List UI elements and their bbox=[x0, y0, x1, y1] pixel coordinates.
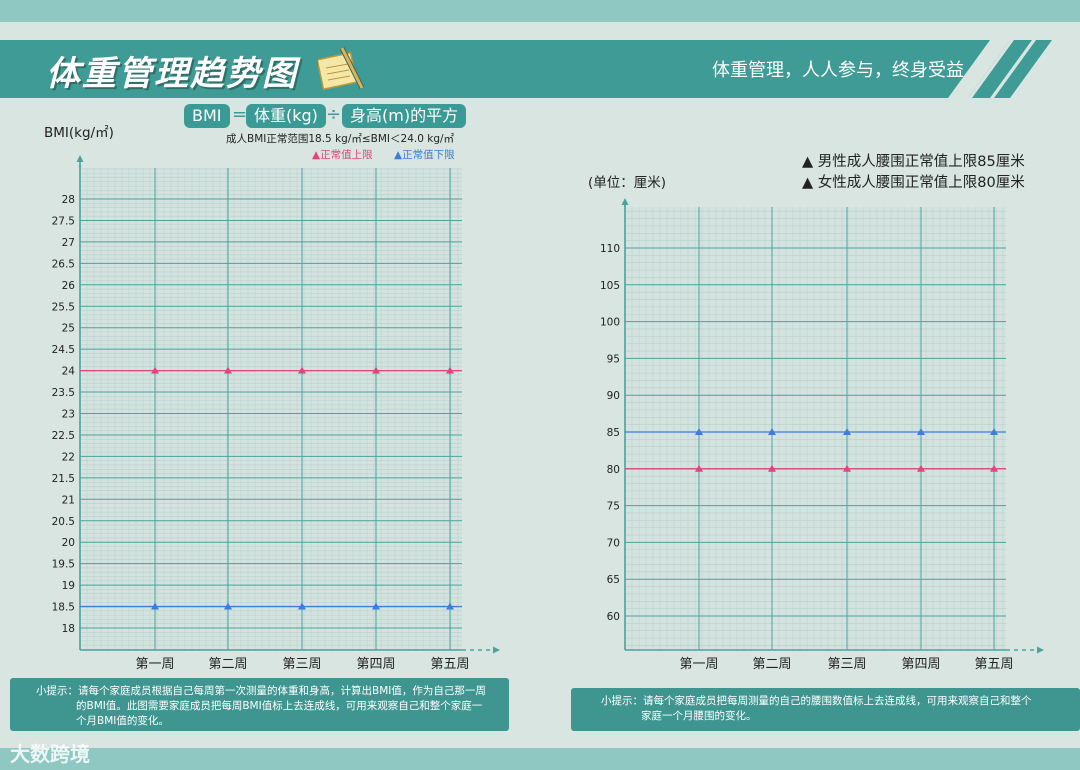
chart1-ytick-label: 19 bbox=[62, 580, 75, 592]
chart1-series-point-1 bbox=[298, 602, 306, 610]
formula-equals: = bbox=[232, 104, 248, 125]
chart2-series-point-0 bbox=[917, 428, 925, 435]
chart2-series-point-1 bbox=[768, 464, 776, 472]
top-band bbox=[0, 0, 1080, 22]
chart2-series-point-0 bbox=[695, 428, 703, 435]
slogan: 体重管理，人人参与，终身受益 bbox=[712, 60, 964, 81]
chart1-ytick-label: 27.5 bbox=[52, 215, 75, 227]
chart2-series-point-1 bbox=[695, 464, 703, 472]
chart2-ytick-label: 110 bbox=[600, 243, 620, 255]
chart2-ytick-label: 100 bbox=[600, 317, 620, 329]
chart2-ytick-label: 95 bbox=[607, 353, 620, 365]
chart1-y-arrow bbox=[76, 155, 84, 162]
chart1-xtick-label: 第五周 bbox=[430, 657, 469, 672]
chart1-series-point-0 bbox=[372, 366, 380, 374]
chart2-series-point-0 bbox=[768, 428, 776, 435]
bmi-tip-line3: 个月BMI值的变化。 bbox=[76, 715, 169, 727]
chart1-ytick-label: 22 bbox=[62, 451, 75, 463]
legend-lower: ▲正常值下限 bbox=[394, 147, 455, 162]
chart1-ytick-label: 20 bbox=[62, 537, 75, 549]
bmi-tip-line1: 小提示：请每个家庭成员根据自己每周第一次测量的体重和身高，计算出BMI值，作为自… bbox=[36, 685, 486, 697]
chart2-ytick-label: 75 bbox=[607, 501, 620, 513]
chart2-ytick-label: 70 bbox=[607, 537, 620, 549]
chart2-series-point-0 bbox=[990, 428, 998, 435]
bottom-band bbox=[0, 748, 1080, 770]
chart1-ytick-label: 21.5 bbox=[52, 473, 75, 485]
chart1-ytick-label: 26 bbox=[62, 280, 76, 292]
chart1-series-point-1 bbox=[224, 602, 232, 610]
chart1-ytick-label: 27 bbox=[62, 237, 75, 249]
chart2-xtick-label: 第四周 bbox=[901, 657, 940, 672]
chart1-ytick-label: 18.5 bbox=[52, 602, 75, 614]
notepad-pencil-icon bbox=[316, 44, 368, 92]
legend-upper-text: ▲正常值上限 bbox=[312, 149, 373, 161]
chart2-ytick-label: 85 bbox=[607, 427, 620, 439]
waist-tip-box: 小提示：请每个家庭成员把每周测量的自己的腰围数值标上去连成线，可用来观察自己和整… bbox=[571, 688, 1080, 731]
header-banner bbox=[0, 40, 1080, 98]
chart1-series-point-1 bbox=[446, 602, 454, 610]
chart1-ytick-label: 19.5 bbox=[52, 559, 75, 571]
chart1-ytick-label: 20.5 bbox=[52, 516, 75, 528]
chart1-series-point-0 bbox=[298, 366, 306, 374]
chart2-ytick-label: 80 bbox=[607, 464, 620, 476]
chart2-xtick-label: 第二周 bbox=[752, 657, 791, 672]
normal-range-text: 成人BMI正常范围18.5 kg/㎡≤BMI＜24.0 kg/㎡ bbox=[226, 133, 455, 145]
legend-upper: ▲正常值上限 bbox=[312, 147, 373, 162]
legend-lower-text: ▲正常值下限 bbox=[394, 149, 455, 161]
chart1-ytick-label: 18 bbox=[62, 623, 75, 635]
legend-female: ▲ 女性成人腰围正常值上限80厘米 bbox=[802, 175, 1025, 191]
legend-male: ▲ 男性成人腰围正常值上限85厘米 bbox=[802, 154, 1025, 170]
chart2-series-point-1 bbox=[990, 464, 998, 472]
chart1-xtick-label: 第二周 bbox=[208, 657, 247, 672]
chart1-series-point-0 bbox=[224, 366, 232, 374]
chart1-ytick-label: 21 bbox=[62, 494, 75, 506]
chart1-series-point-1 bbox=[151, 602, 159, 610]
chart1-ytick-label: 25.5 bbox=[52, 301, 75, 313]
chart2-ytick-label: 60 bbox=[607, 611, 620, 623]
chart2-series-point-1 bbox=[843, 464, 851, 472]
bmi-tip-box: 小提示：请每个家庭成员根据自己每周第一次测量的体重和身高，计算出BMI值，作为自… bbox=[10, 678, 509, 731]
chart1-series-point-0 bbox=[151, 366, 159, 374]
chart2-ytick-label: 90 bbox=[607, 390, 620, 402]
chart2-y-arrow bbox=[621, 198, 629, 205]
formula-bmi: BMI bbox=[184, 104, 230, 128]
chart1-plot-bg bbox=[80, 168, 462, 650]
chart1-ytick-label: 28 bbox=[62, 194, 75, 206]
chart2-ytick-label: 105 bbox=[600, 280, 620, 292]
chart2-xtick-label: 第一周 bbox=[679, 657, 718, 672]
waist-tip-line1: 小提示：请每个家庭成员把每周测量的自己的腰围数值标上去连成线，可用来观察自己和整… bbox=[601, 695, 1032, 707]
chart2-series-point-1 bbox=[917, 464, 925, 472]
chart1-ytick-label: 23.5 bbox=[52, 387, 75, 399]
chart2-plot-bg bbox=[625, 207, 1006, 650]
watermark: 大数跨境 bbox=[10, 742, 90, 766]
chart2-x-arrow bbox=[1037, 646, 1044, 654]
chart2-xtick-label: 第五周 bbox=[974, 657, 1013, 672]
formula-weight: 体重(kg) bbox=[246, 104, 326, 128]
chart1-xtick-label: 第四周 bbox=[356, 657, 395, 672]
chart1-ytick-label: 22.5 bbox=[52, 430, 75, 442]
chart1-ytick-label: 23 bbox=[62, 409, 75, 421]
chart2-series-point-0 bbox=[843, 428, 851, 435]
waist-tip-line2: 家庭一个月腰围的变化。 bbox=[641, 710, 757, 722]
chart1-ytick-label: 24 bbox=[62, 366, 76, 378]
chart1-x-arrow bbox=[493, 646, 500, 654]
bmi-tip-line2: 的BMI值。此图需要家庭成员把每周BMI值标上去连成线，可用来观察自己和整个家庭… bbox=[76, 700, 483, 712]
waist-axis-label: (单位：厘米) bbox=[588, 175, 667, 191]
chart1-series-point-0 bbox=[446, 366, 454, 374]
formula-height: 身高(m)的平方 bbox=[342, 104, 467, 128]
chart1-ytick-label: 24.5 bbox=[52, 344, 75, 356]
chart2-ytick-label: 65 bbox=[607, 574, 620, 586]
chart1-ytick-label: 25 bbox=[62, 323, 75, 335]
chart1-xtick-label: 第一周 bbox=[135, 657, 174, 672]
page-title: 体重管理趋势图 bbox=[46, 54, 298, 94]
bmi-axis-label: BMI(kg/㎡) bbox=[44, 125, 114, 141]
chart1-ytick-label: 26.5 bbox=[52, 258, 75, 270]
formula-divide: ÷ bbox=[326, 104, 342, 125]
chart2-xtick-label: 第三周 bbox=[827, 657, 866, 672]
chart1-series-point-1 bbox=[372, 602, 380, 610]
chart1-xtick-label: 第三周 bbox=[282, 657, 321, 672]
